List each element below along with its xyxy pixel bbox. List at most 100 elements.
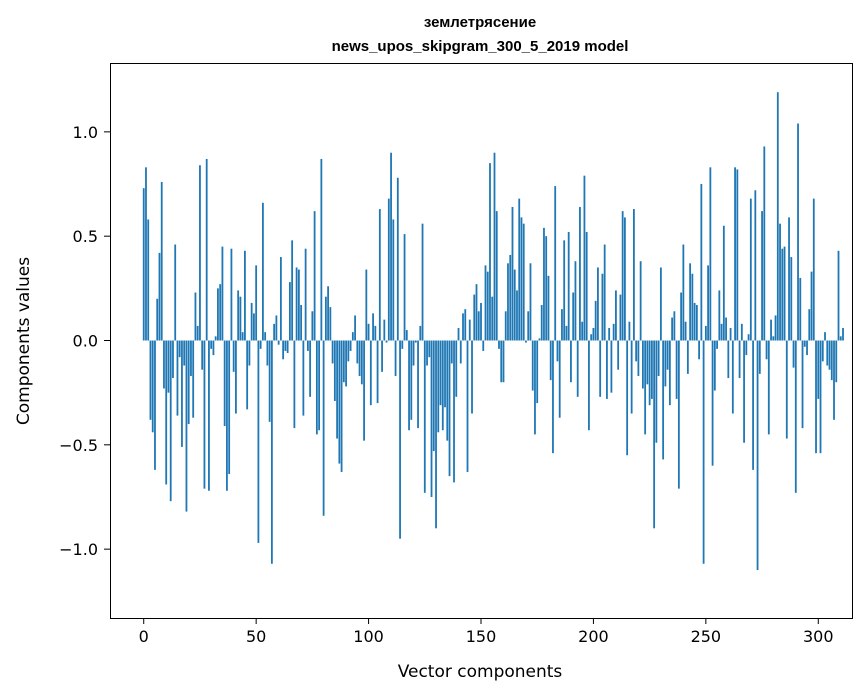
bar-123	[419, 325, 422, 341]
bar-111	[392, 219, 395, 341]
bar-140	[457, 327, 460, 341]
bar-120	[412, 340, 415, 366]
bar-261	[729, 327, 732, 341]
bars-group	[142, 92, 844, 571]
bar-167	[518, 198, 521, 341]
bar-237	[675, 340, 678, 399]
bar-33	[217, 288, 219, 341]
bar-49	[253, 313, 255, 341]
bar-10	[165, 340, 168, 485]
bar-83	[329, 307, 332, 341]
bar-23	[194, 292, 197, 341]
bar-115	[401, 340, 404, 349]
bar-74	[309, 340, 312, 397]
bar-260	[727, 340, 730, 379]
bar-171	[527, 311, 530, 341]
bar-67	[293, 340, 296, 429]
bar-272	[754, 190, 757, 341]
bar-113	[396, 177, 399, 341]
bar-72	[304, 248, 307, 341]
bar-193	[576, 340, 579, 397]
bar-289	[792, 340, 795, 368]
bar-164	[511, 206, 514, 341]
chart-title: землетрясение	[424, 14, 536, 31]
bar-53	[262, 202, 264, 341]
bar-90	[345, 340, 347, 387]
bar-106	[381, 340, 383, 372]
bar-302	[821, 340, 824, 362]
bar-50	[255, 265, 258, 341]
bar-65	[288, 282, 291, 341]
bar-45	[244, 250, 246, 341]
bar-219	[635, 340, 638, 362]
bar-154	[489, 163, 491, 341]
bar-230	[659, 267, 662, 341]
bar-36	[223, 340, 226, 427]
bar-286	[785, 340, 788, 439]
bar-139	[455, 340, 458, 397]
bar-165	[513, 269, 516, 341]
bar-180	[547, 275, 550, 341]
bar-234	[668, 340, 671, 406]
bar-64	[286, 340, 289, 354]
bar-204	[601, 273, 604, 341]
bar-290	[794, 340, 797, 493]
bar-166	[516, 290, 518, 341]
bar-212	[619, 294, 622, 341]
bar-176	[538, 338, 541, 341]
bar-32	[214, 336, 217, 341]
bar-42	[237, 290, 240, 341]
bar-213	[621, 211, 624, 341]
bar-22	[192, 340, 195, 418]
bar-75	[311, 311, 314, 341]
bar-79	[320, 158, 323, 341]
bar-238	[677, 340, 680, 489]
bar-27	[203, 340, 206, 489]
bar-138	[453, 340, 455, 483]
bar-239	[680, 292, 683, 341]
bar-51	[257, 340, 260, 543]
bar-250	[704, 325, 707, 341]
bar-127	[428, 340, 431, 358]
bar-226	[650, 340, 653, 399]
bar-257	[720, 323, 723, 341]
bar-251	[707, 265, 709, 341]
bar-245	[693, 302, 696, 341]
bar-124	[421, 223, 424, 341]
bar-186	[561, 309, 563, 341]
bar-276	[763, 146, 766, 341]
bar-82	[327, 286, 329, 341]
bar-303	[824, 332, 826, 341]
bar-89	[342, 340, 345, 383]
bar-69	[297, 269, 300, 341]
bar-28	[205, 158, 208, 341]
bar-47	[248, 340, 251, 366]
bar-62	[282, 340, 285, 360]
bar-134	[444, 340, 446, 408]
bar-131	[437, 340, 440, 433]
bar-4	[151, 340, 154, 433]
bar-150	[480, 302, 482, 341]
bar-229	[657, 340, 660, 376]
bar-267	[743, 340, 745, 443]
bar-205	[603, 244, 606, 341]
bar-280	[772, 336, 775, 341]
bar-19	[185, 340, 188, 512]
bar-112	[394, 340, 397, 376]
bar-296	[808, 309, 811, 341]
bar-17	[181, 340, 183, 447]
bar-30	[210, 340, 213, 349]
bar-98	[363, 340, 365, 441]
bar-122	[417, 340, 419, 429]
bar-198	[588, 340, 590, 431]
bar-220	[637, 340, 640, 376]
bar-270	[749, 198, 752, 341]
bar-163	[509, 254, 512, 341]
bar-125	[423, 340, 426, 493]
bar-29	[208, 340, 210, 491]
bar-222	[641, 340, 644, 389]
bar-52	[259, 340, 262, 349]
bar-5	[154, 340, 156, 470]
bar-59	[275, 315, 278, 341]
bar-189	[567, 232, 570, 341]
